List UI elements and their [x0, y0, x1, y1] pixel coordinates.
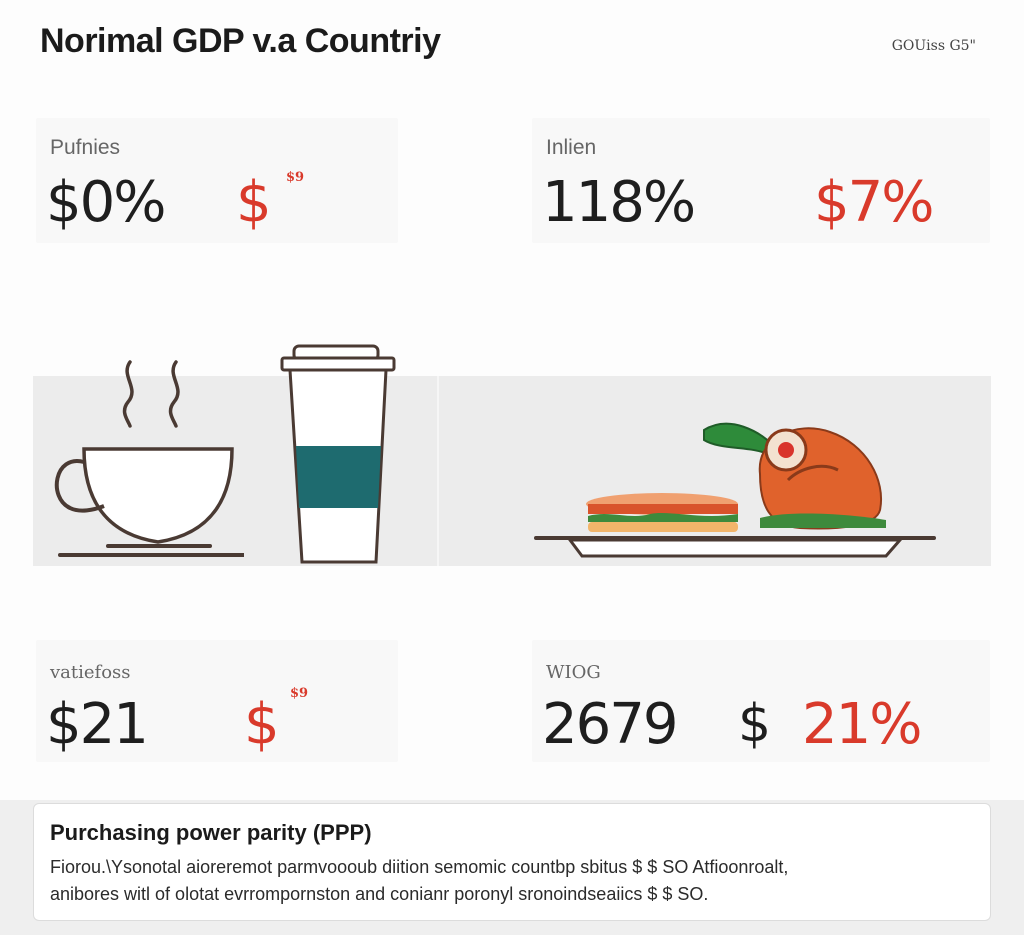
- stat-label: vatiefoss: [50, 662, 131, 683]
- stat-accent-value: $: [244, 692, 280, 757]
- stat-card-3: vatiefoss $21 $ $9: [36, 640, 398, 762]
- stat-label: Inlien: [546, 136, 597, 159]
- stat-value: 2679: [542, 692, 679, 757]
- stat-accent-value: 21%: [802, 692, 922, 757]
- roast-chicken-icon: [703, 422, 886, 530]
- stat-accent-value: $7%: [814, 170, 934, 235]
- stat-card-2: Inlien 118% $7%: [532, 118, 990, 243]
- stat-card-4: WIOG 2679 $ 21%: [532, 640, 990, 762]
- stat-superscript: $9: [286, 170, 305, 185]
- coffee-cup-icon: [54, 360, 244, 557]
- stat-value: $21: [46, 692, 149, 757]
- stat-label: WIOG: [546, 662, 601, 683]
- page-title: Norimal GDP v.a Countriy: [40, 22, 441, 60]
- ppp-line-1: Fiorou.\Ysonotal aioreremot parmvoooub d…: [50, 857, 789, 877]
- ppp-description: Fiorou.\Ysonotal aioreremot parmvoooub d…: [50, 854, 980, 908]
- stat-dollar-sign: $: [738, 694, 772, 754]
- source-label: GOUiss G5": [891, 38, 976, 54]
- stat-accent-value: $: [236, 170, 272, 235]
- ppp-line-2: anibores witl of olotat evrrompornston a…: [50, 884, 709, 904]
- takeaway-cup-icon: [280, 344, 396, 564]
- ppp-info-box: Purchasing power parity (PPP) Fiorou.\Ys…: [33, 803, 991, 921]
- stat-card-1: Pufnies $0% $ $9: [36, 118, 398, 243]
- sandwich-icon: [534, 493, 936, 558]
- stat-superscript: $9: [290, 686, 309, 701]
- ppp-title: Purchasing power parity (PPP): [50, 820, 372, 845]
- stat-label: Pufnies: [50, 136, 121, 159]
- band-divider: [437, 376, 439, 566]
- stat-value: 118%: [542, 170, 696, 235]
- stat-value: $0%: [46, 170, 166, 235]
